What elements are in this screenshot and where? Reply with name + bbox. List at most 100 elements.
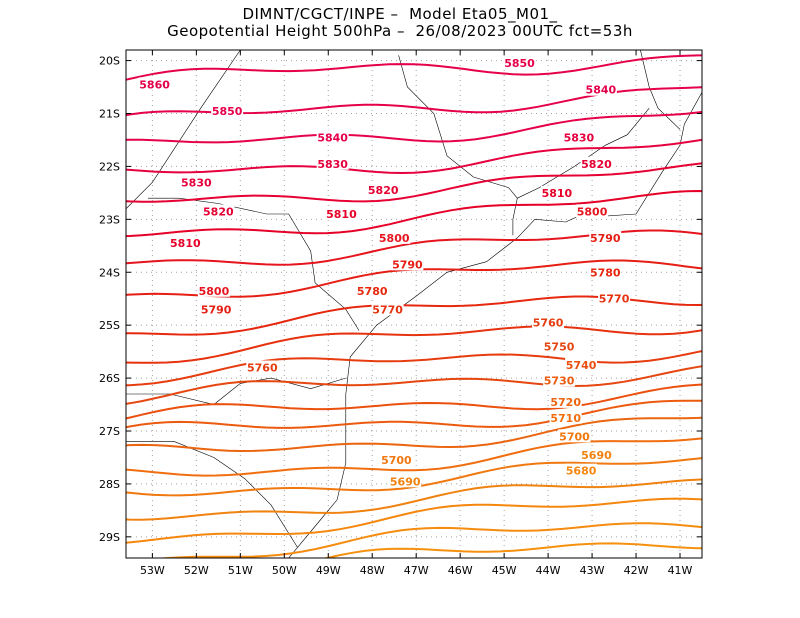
contour-label: 5700 bbox=[381, 454, 412, 467]
contour-line bbox=[126, 497, 702, 544]
contour-label: 5790 bbox=[590, 232, 621, 245]
contour-label: 5780 bbox=[357, 285, 388, 298]
title-line-2: Geopotential Height 500hPa – 26/08/2023 … bbox=[167, 22, 633, 40]
contour-label-bg bbox=[211, 103, 244, 117]
contour-label-bg bbox=[540, 185, 573, 199]
contour-label-bg bbox=[565, 357, 598, 371]
lat-tick-label: 20S bbox=[99, 55, 120, 68]
lon-tick-label: 44W bbox=[536, 564, 561, 577]
lat-tick-label: 29S bbox=[99, 531, 120, 544]
contour-line bbox=[126, 138, 702, 175]
contour-label-bg bbox=[580, 447, 613, 461]
contour-label-bg bbox=[325, 207, 358, 221]
contour-label-bg bbox=[356, 283, 389, 297]
plot-frame bbox=[125, 49, 703, 559]
coastline bbox=[288, 92, 702, 558]
lon-tick-label: 46W bbox=[448, 564, 473, 577]
contour-line bbox=[126, 437, 702, 477]
contour-label: 5810 bbox=[326, 208, 357, 221]
contour-label-bg bbox=[589, 265, 622, 279]
contour-line bbox=[126, 365, 702, 405]
contour-line bbox=[126, 189, 702, 238]
contour-label: 5830 bbox=[564, 131, 595, 144]
lat-tick-label: 25S bbox=[99, 319, 120, 332]
lon-tick-label: 50W bbox=[272, 564, 297, 577]
contour-label: 5800 bbox=[577, 205, 608, 218]
lon-tick-label: 41W bbox=[668, 564, 693, 577]
contour-line bbox=[126, 478, 702, 521]
contour-label: 5740 bbox=[566, 359, 597, 372]
contour-label: 5850 bbox=[504, 57, 535, 70]
contour-label: 5770 bbox=[372, 303, 403, 316]
contour-line bbox=[126, 54, 702, 81]
contour-label: 5800 bbox=[199, 285, 230, 298]
contour-label-bg bbox=[378, 230, 411, 244]
state-border-rj-sp bbox=[512, 198, 518, 236]
contour-label: 5800 bbox=[379, 232, 410, 245]
contour-label: 5790 bbox=[201, 303, 232, 316]
contour-label-bg bbox=[558, 429, 591, 443]
contour-label-bg bbox=[389, 474, 422, 488]
contour-label-bg bbox=[576, 204, 609, 218]
contour-label-bg bbox=[202, 204, 235, 218]
contour-label-bg bbox=[565, 463, 598, 477]
contour-label-bg bbox=[197, 283, 230, 297]
contour-label: 5710 bbox=[550, 412, 581, 425]
lat-tick-label: 27S bbox=[99, 425, 120, 438]
contour-label: 5840 bbox=[586, 84, 617, 97]
contour-line bbox=[126, 110, 702, 144]
contour-label: 5720 bbox=[550, 396, 581, 409]
contour-label-bg bbox=[584, 82, 617, 96]
contour-label: 5760 bbox=[247, 362, 278, 375]
contour-label: 5820 bbox=[581, 158, 612, 171]
contour-label: 5690 bbox=[581, 449, 612, 462]
contour-label-bg bbox=[580, 156, 613, 170]
map-title: DIMNT/CGCT/INPE – Model Eta05_M01_ Geopo… bbox=[0, 6, 800, 40]
lat-tick-label: 23S bbox=[99, 213, 120, 226]
lon-tick-label: 53W bbox=[140, 564, 165, 577]
lat-tick-label: 22S bbox=[99, 160, 120, 173]
contour-label-bg bbox=[543, 373, 576, 387]
contour-label-bg bbox=[549, 394, 582, 408]
contour-label-bg bbox=[503, 56, 536, 70]
contour-line bbox=[126, 325, 702, 364]
lon-tick-label: 52W bbox=[184, 564, 209, 577]
contour-label-bg bbox=[562, 130, 595, 144]
contour-line bbox=[156, 522, 702, 558]
contour-label-bg bbox=[371, 302, 404, 316]
contour-label-bg bbox=[532, 315, 565, 329]
contour-label-bg bbox=[316, 130, 349, 144]
lon-tick-label: 45W bbox=[492, 564, 517, 577]
lon-tick-label: 48W bbox=[360, 564, 385, 577]
contour-line bbox=[126, 86, 702, 117]
contour-label-bg bbox=[138, 77, 171, 91]
contour-label-bg bbox=[169, 236, 202, 250]
contour-label: 5770 bbox=[599, 293, 630, 306]
contour-label: 5820 bbox=[368, 184, 399, 197]
lat-tick-label: 26S bbox=[99, 372, 120, 385]
contour-label: 5750 bbox=[544, 340, 575, 353]
contour-label-bg bbox=[200, 302, 233, 316]
contour-label: 5700 bbox=[559, 430, 590, 443]
contour-label: 5850 bbox=[212, 105, 243, 118]
contour-label: 5840 bbox=[317, 131, 348, 144]
contour-label-bg bbox=[598, 291, 631, 305]
contour-line bbox=[126, 350, 702, 387]
contour-label: 5690 bbox=[390, 475, 421, 488]
axis-ticks: 53W 52W 51W 50W 49W 48W 47W 46W 45W 44W 43W 42W 41W 2… bbox=[99, 50, 702, 577]
border-misc bbox=[126, 366, 127, 368]
lon-tick-label: 47W bbox=[404, 564, 429, 577]
contour-line bbox=[322, 542, 702, 558]
contour-label: 5860 bbox=[139, 78, 170, 91]
contour-line bbox=[126, 162, 702, 203]
contour-label: 5790 bbox=[392, 258, 423, 271]
contour-label-bg bbox=[367, 183, 400, 197]
lat-tick-label: 24S bbox=[99, 266, 120, 279]
contour-line bbox=[126, 399, 702, 429]
contour-label-bg bbox=[391, 257, 424, 271]
contour-label-bg bbox=[180, 175, 213, 189]
state-border-rj-mg bbox=[517, 108, 650, 199]
contour-label-bg bbox=[246, 360, 279, 374]
contour-labels: 5860 5850 5850 5840 5840 5830 5830 5830 5820 5820… bbox=[138, 56, 631, 488]
contour-line bbox=[126, 383, 702, 420]
